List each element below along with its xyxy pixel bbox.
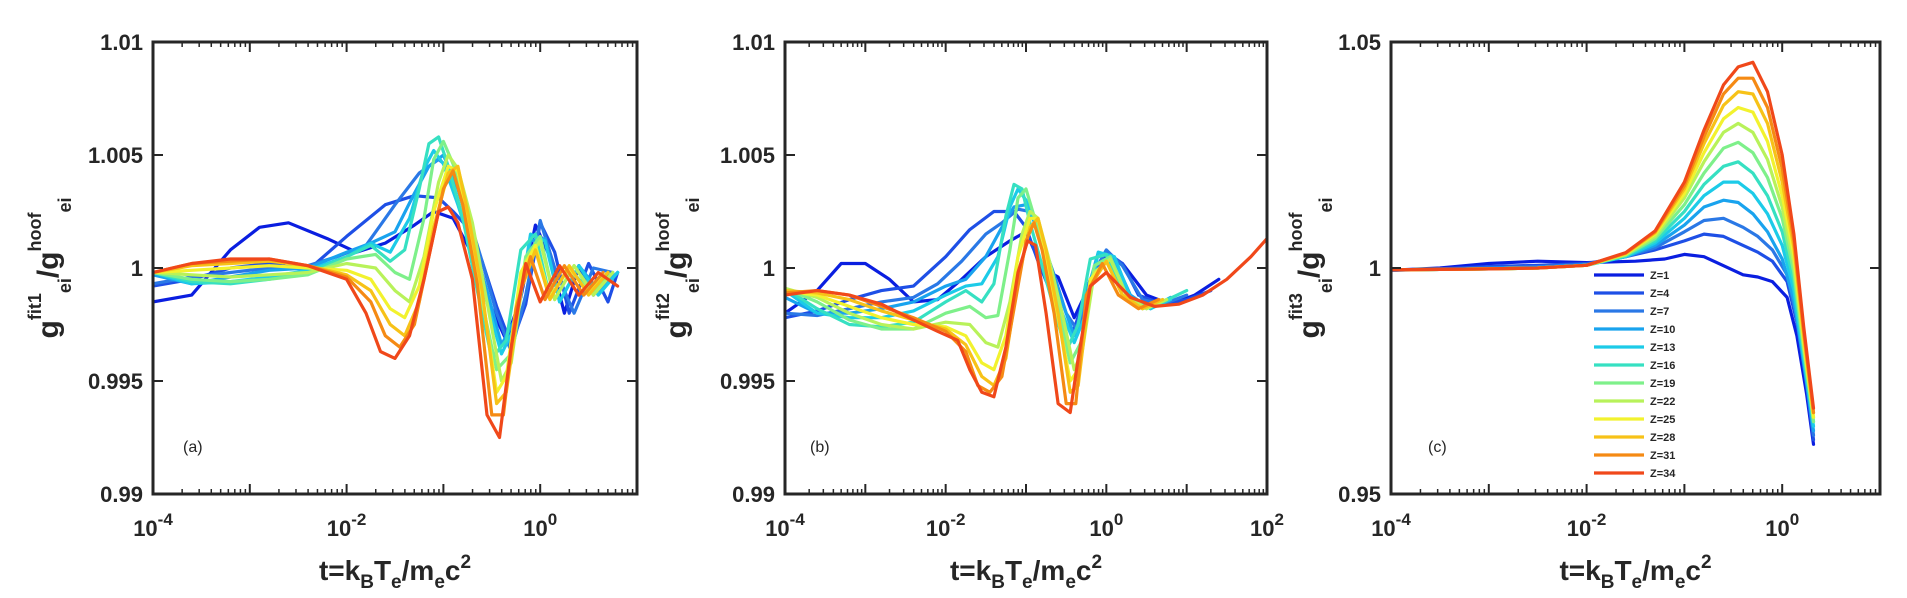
y-tick-label: 0.99 xyxy=(732,482,775,507)
series-line-z-31 xyxy=(1391,76,1816,415)
x-tick-label: 10-2 xyxy=(926,510,966,541)
legend-label: Z=34 xyxy=(1650,468,1676,480)
legend-label: Z=19 xyxy=(1650,378,1675,390)
y-axis-label: gfit3ei/ghoofei xyxy=(1286,197,1336,338)
series-line-z-25 xyxy=(785,216,1165,383)
panel-b: 0.99 0.995 1 1.005 1.01 10-4 10-2 100 102 (b) t=kB… xyxy=(653,30,1284,593)
y-tick-label: 1.01 xyxy=(732,30,775,55)
y-tick-label: 1.005 xyxy=(88,143,143,168)
x-axis-label: t=kBTe/mec2 xyxy=(1559,552,1711,593)
y-tick-label: 0.95 xyxy=(1338,482,1381,507)
y-tick-label: 0.995 xyxy=(720,369,775,394)
legend-label: Z=16 xyxy=(1650,360,1675,372)
series-line-z-7 xyxy=(1391,216,1816,437)
y-axis-label: gfit2ei/ghoofei xyxy=(653,197,703,338)
y-tick-label: 1 xyxy=(763,256,775,281)
series-line-z-34 xyxy=(785,237,1267,415)
legend-label: Z=13 xyxy=(1650,342,1675,354)
panel-label: (a) xyxy=(183,439,203,456)
y-axis-label: gfit1ei/ghoofei xyxy=(25,197,75,338)
panel-c: 0.95 1 1.05 10-4 10-2 100 (c) t=kBTe/mec2 gfit3e… xyxy=(1286,30,1882,593)
x-axis-label: t=kBTe/mec2 xyxy=(319,552,471,593)
series-line-z-19 xyxy=(785,187,1169,365)
legend: Z=1 Z=4 Z=7 Z=10 Z=13 Z=16 Z=19 Z=22 Z=25 Z=28 Z=3… xyxy=(1594,270,1676,480)
panel-label: (b) xyxy=(810,439,830,456)
x-tick-label: 102 xyxy=(1250,510,1284,541)
panel-label: (c) xyxy=(1428,439,1447,456)
y-tick-label: 1.05 xyxy=(1338,30,1381,55)
x-tick-label: 10-4 xyxy=(1371,510,1411,541)
x-tick-label: 10-4 xyxy=(765,510,805,541)
legend-label: Z=22 xyxy=(1650,396,1675,408)
axes-box xyxy=(1389,40,1882,496)
x-tick-label: 100 xyxy=(1765,510,1799,541)
x-tick-label: 100 xyxy=(1089,510,1123,541)
series-line-z-22 xyxy=(153,153,615,383)
x-tick-label: 10-2 xyxy=(327,510,367,541)
series-line-z-1 xyxy=(1391,252,1816,446)
axes-box xyxy=(151,40,639,496)
legend-label: Z=4 xyxy=(1650,288,1670,300)
legend-label: Z=7 xyxy=(1650,306,1669,318)
series-line-z-34 xyxy=(1391,60,1816,410)
legend-label: Z=31 xyxy=(1650,450,1675,462)
series-line-z-19 xyxy=(1391,140,1816,424)
legend-label: Z=10 xyxy=(1650,324,1675,336)
y-tick-label: 1.01 xyxy=(100,30,143,55)
x-tick-label: 10-2 xyxy=(1567,510,1607,541)
panel-a: 0.99 0.995 1 1.005 1.01 10-4 10-2 100 (a) t=kBTe/… xyxy=(25,30,639,593)
y-tick-label: 1 xyxy=(1369,256,1381,281)
series-group xyxy=(153,135,620,440)
series-group xyxy=(1391,60,1816,446)
axes-box xyxy=(783,40,1269,496)
y-tick-label: 1 xyxy=(131,256,143,281)
series-line-z-25 xyxy=(1391,105,1816,419)
series-line-z-13 xyxy=(153,148,620,356)
series-line-z-1 xyxy=(153,209,610,342)
series-line-z-22 xyxy=(785,209,1169,372)
y-tick-label: 0.995 xyxy=(88,369,143,394)
series-group xyxy=(785,182,1267,415)
y-tick-label: 1.005 xyxy=(720,143,775,168)
legend-label: Z=28 xyxy=(1650,432,1675,444)
y-tick-label: 0.99 xyxy=(100,482,143,507)
legend-label: Z=25 xyxy=(1650,414,1675,426)
series-line-z-13 xyxy=(1391,180,1816,428)
series-line-z-34 xyxy=(153,205,620,440)
legend-label: Z=1 xyxy=(1650,270,1669,282)
series-line-z-10 xyxy=(1391,198,1816,433)
x-axis-label: t=kBTe/mec2 xyxy=(950,552,1102,593)
x-tick-label: 100 xyxy=(523,510,557,541)
x-tick-label: 10-4 xyxy=(133,510,173,541)
series-line-z-4 xyxy=(1391,232,1816,442)
